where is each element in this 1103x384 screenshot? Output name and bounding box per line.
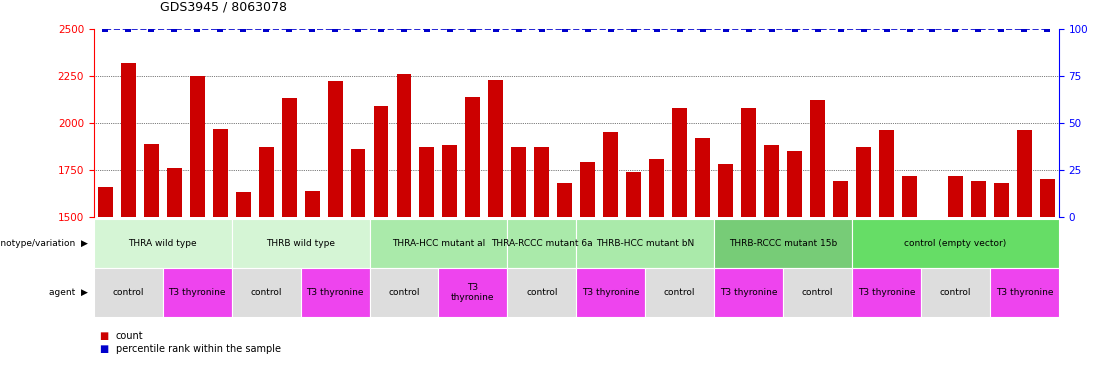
Bar bbox=[971, 181, 986, 384]
Bar bbox=[810, 100, 825, 384]
Bar bbox=[213, 129, 227, 384]
Bar bbox=[879, 131, 895, 384]
Bar bbox=[419, 147, 435, 384]
Bar bbox=[94, 219, 232, 268]
Bar bbox=[764, 146, 779, 384]
Bar bbox=[512, 147, 526, 384]
Text: T3
thyronine: T3 thyronine bbox=[451, 283, 494, 302]
Bar bbox=[852, 268, 921, 317]
Bar bbox=[715, 268, 783, 317]
Bar bbox=[852, 219, 1059, 268]
Bar bbox=[374, 106, 388, 384]
Bar bbox=[856, 147, 871, 384]
Bar bbox=[163, 268, 232, 317]
Text: THRB-HCC mutant bN: THRB-HCC mutant bN bbox=[596, 239, 695, 248]
Bar bbox=[947, 175, 963, 384]
Text: control: control bbox=[250, 288, 282, 297]
Text: control: control bbox=[526, 288, 558, 297]
Bar bbox=[534, 147, 549, 384]
Text: control: control bbox=[388, 288, 420, 297]
Bar bbox=[98, 187, 113, 384]
Bar bbox=[627, 172, 641, 384]
Text: control: control bbox=[940, 288, 972, 297]
Bar bbox=[370, 219, 507, 268]
Bar bbox=[650, 159, 664, 384]
Bar bbox=[190, 76, 205, 384]
Bar bbox=[396, 74, 411, 384]
Text: THRB wild type: THRB wild type bbox=[266, 239, 335, 248]
Bar bbox=[167, 168, 182, 384]
Bar bbox=[788, 151, 802, 384]
Bar bbox=[833, 181, 848, 384]
Bar bbox=[94, 268, 163, 317]
Text: T3 thyronine: T3 thyronine bbox=[582, 288, 640, 297]
Bar bbox=[1040, 179, 1054, 384]
Text: T3 thyronine: T3 thyronine bbox=[169, 288, 226, 297]
Text: THRA-HCC mutant al: THRA-HCC mutant al bbox=[392, 239, 485, 248]
Text: control: control bbox=[113, 288, 144, 297]
Text: genotype/variation  ▶: genotype/variation ▶ bbox=[0, 239, 88, 248]
Bar bbox=[439, 268, 507, 317]
Bar bbox=[580, 162, 596, 384]
Bar bbox=[232, 268, 300, 317]
Bar bbox=[281, 98, 297, 384]
Bar bbox=[120, 63, 136, 384]
Text: control (empty vector): control (empty vector) bbox=[904, 239, 1007, 248]
Bar bbox=[300, 268, 370, 317]
Bar bbox=[990, 268, 1059, 317]
Bar bbox=[351, 149, 365, 384]
Bar bbox=[695, 138, 710, 384]
Bar bbox=[143, 144, 159, 384]
Bar bbox=[576, 219, 715, 268]
Bar bbox=[576, 268, 645, 317]
Bar bbox=[328, 81, 343, 384]
Bar bbox=[672, 108, 687, 384]
Bar bbox=[557, 183, 572, 384]
Text: GDS3945 / 8063078: GDS3945 / 8063078 bbox=[160, 0, 287, 13]
Bar bbox=[370, 268, 439, 317]
Bar bbox=[442, 146, 458, 384]
Bar bbox=[507, 219, 576, 268]
Bar bbox=[507, 268, 576, 317]
Bar bbox=[783, 268, 852, 317]
Text: THRA wild type: THRA wild type bbox=[128, 239, 197, 248]
Bar bbox=[258, 147, 274, 384]
Text: T3 thyronine: T3 thyronine bbox=[720, 288, 778, 297]
Text: THRA-RCCC mutant 6a: THRA-RCCC mutant 6a bbox=[491, 239, 592, 248]
Text: control: control bbox=[664, 288, 696, 297]
Bar bbox=[994, 183, 1009, 384]
Bar bbox=[232, 219, 370, 268]
Text: control: control bbox=[802, 288, 834, 297]
Text: T3 thyronine: T3 thyronine bbox=[996, 288, 1053, 297]
Bar bbox=[715, 219, 852, 268]
Text: T3 thyronine: T3 thyronine bbox=[307, 288, 364, 297]
Bar bbox=[1017, 131, 1032, 384]
Bar bbox=[741, 108, 757, 384]
Bar bbox=[465, 96, 481, 384]
Bar bbox=[236, 192, 250, 384]
Text: count: count bbox=[116, 331, 143, 341]
Text: ■: ■ bbox=[99, 331, 108, 341]
Bar bbox=[718, 164, 733, 384]
Bar bbox=[645, 268, 715, 317]
Bar bbox=[902, 175, 917, 384]
Text: agent  ▶: agent ▶ bbox=[50, 288, 88, 297]
Bar bbox=[603, 132, 619, 384]
Bar bbox=[489, 79, 503, 384]
Text: ■: ■ bbox=[99, 344, 108, 354]
Bar bbox=[304, 190, 320, 384]
Bar bbox=[921, 268, 990, 317]
Text: T3 thyronine: T3 thyronine bbox=[858, 288, 915, 297]
Text: percentile rank within the sample: percentile rank within the sample bbox=[116, 344, 281, 354]
Text: THRB-RCCC mutant 15b: THRB-RCCC mutant 15b bbox=[729, 239, 837, 248]
